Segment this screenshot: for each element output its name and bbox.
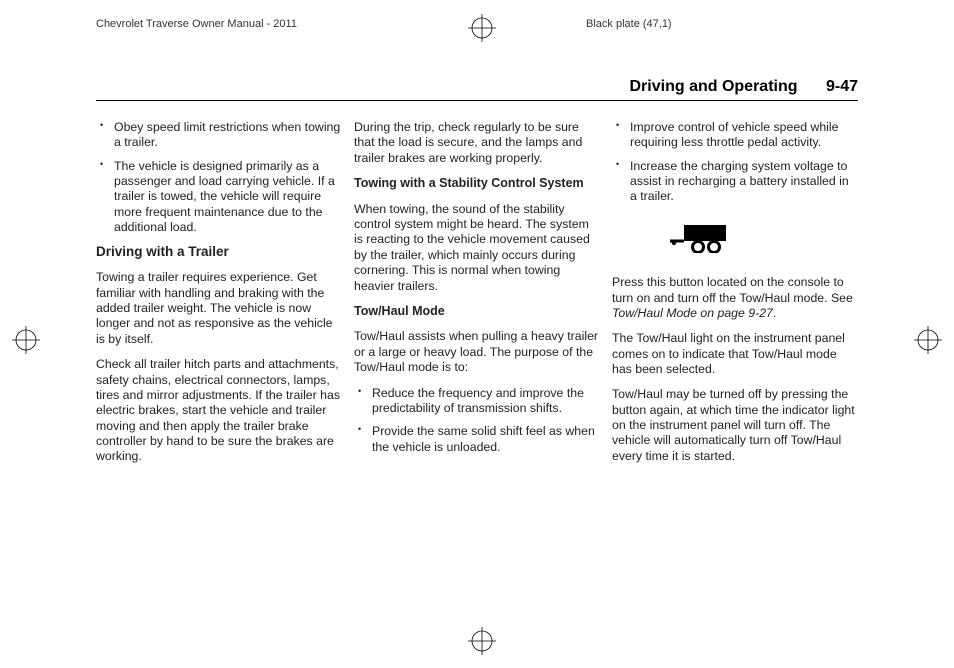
text-run: Press this button located on the console… — [612, 275, 853, 304]
list-item: Reduce the frequency and improve the pre… — [354, 386, 600, 417]
body-paragraph: Towing a trailer requires experience. Ge… — [96, 270, 342, 347]
trailer-icon — [670, 223, 858, 257]
crop-mark-left-icon — [12, 326, 40, 359]
list-item: Improve control of vehicle speed while r… — [612, 120, 858, 151]
body-paragraph: During the trip, check regularly to be s… — [354, 120, 600, 166]
body-paragraph: Tow/Haul assists when pulling a heavy tr… — [354, 329, 600, 375]
text-run: . — [773, 306, 776, 320]
section-heading: Driving and Operating — [630, 78, 798, 95]
heading-tow-haul: Tow/Haul Mode — [354, 304, 600, 320]
heading-driving-with-trailer: Driving with a Trailer — [96, 244, 342, 261]
bullet-list: Reduce the frequency and improve the pre… — [354, 386, 600, 455]
body-paragraph: When towing, the sound of the stability … — [354, 202, 600, 294]
list-item: Obey speed limit restrictions when towin… — [96, 120, 342, 151]
page-number: 9-47 — [826, 78, 858, 95]
bullet-list: Obey speed limit restrictions when towin… — [96, 120, 342, 236]
page-content: Obey speed limit restrictions when towin… — [96, 120, 858, 475]
column-2: During the trip, check regularly to be s… — [354, 120, 600, 475]
plate-label: Black plate (47,1) — [586, 18, 672, 30]
print-header: Chevrolet Traverse Owner Manual - 2011 B… — [0, 12, 954, 36]
manual-title: Chevrolet Traverse Owner Manual - 2011 — [96, 18, 297, 30]
crop-mark-top-icon — [468, 14, 496, 47]
list-item: The vehicle is designed primarily as a p… — [96, 159, 342, 236]
section-heading-row: Driving and Operating 9-47 — [630, 78, 859, 96]
body-paragraph: Check all trailer hitch parts and attach… — [96, 357, 342, 465]
heading-stability-control: Towing with a Stability Control System — [354, 176, 600, 192]
body-paragraph: The Tow/Haul light on the instrument pan… — [612, 331, 858, 377]
body-paragraph: Tow/Haul may be turned off by pressing t… — [612, 387, 858, 464]
body-paragraph: Press this button located on the console… — [612, 275, 858, 321]
list-item: Provide the same solid shift feel as whe… — [354, 424, 600, 455]
list-item: Increase the charging system voltage to … — [612, 159, 858, 205]
crop-mark-bottom-icon — [468, 627, 496, 660]
column-3: Improve control of vehicle speed while r… — [612, 120, 858, 475]
crop-mark-right-icon — [914, 326, 942, 359]
column-1: Obey speed limit restrictions when towin… — [96, 120, 342, 475]
bullet-list: Improve control of vehicle speed while r… — [612, 120, 858, 205]
horizontal-rule — [96, 100, 858, 101]
cross-reference: Tow/Haul Mode on page 9‑27 — [612, 306, 773, 320]
